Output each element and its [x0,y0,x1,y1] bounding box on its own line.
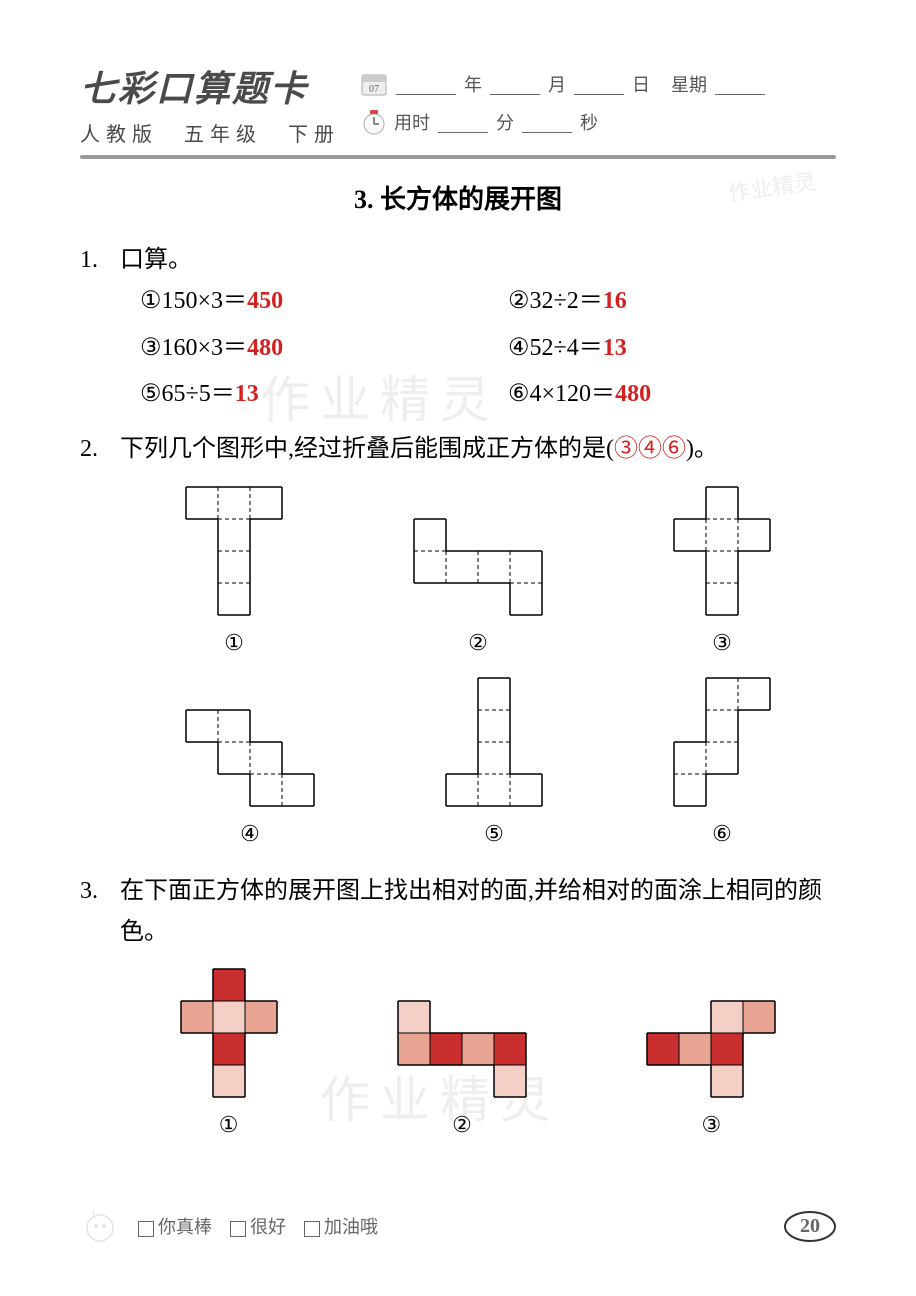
colored-net: ② [397,1000,527,1143]
shapes-row-1: ①②③ [120,486,836,661]
calc-item: ⑤65÷5＝13 [140,374,468,415]
net-shape: ② [413,518,543,661]
q3-prompt: 在下面正方体的展开图上找出相对的面,并给相对的面涂上相同的颜色。 [120,871,836,953]
section-title: 3. 长方体的展开图 [80,179,836,216]
mascot-icon [80,1206,120,1246]
calc-item: ②32÷2＝16 [508,281,836,322]
question-1: 1. 口算。 ①150×3＝450②32÷2＝16③160×3＝480④52÷4… [80,240,836,415]
calc-item: ①150×3＝450 [140,281,468,322]
net-shape: ① [185,486,283,661]
date-row: 07 年 月 日 星期 [360,70,836,98]
brand-title: 七彩口算题卡 [80,60,340,112]
calc-item: ④52÷4＝13 [508,328,836,369]
page-footer: 你真棒很好加油哦 20 [80,1206,836,1246]
net-shape: ⑥ [673,677,771,852]
calc-grid: ①150×3＝450 ②32÷2＝16 ③160×3＝480 ④52÷4＝13 ⑤65÷… [120,281,836,415]
time-row: 用时 分 秒 [360,108,836,136]
calc-item: ⑥4×120＝480 [508,374,836,415]
question-3: 3. 在下面正方体的展开图上找出相对的面,并给相对的面涂上相同的颜色。 ①②③ [80,871,836,1148]
edition-label: 人教版 五年级 下册 [80,118,340,147]
q2-answer: ③④⑥ [614,436,686,462]
svg-text:07: 07 [369,84,379,95]
calendar-icon: 07 [360,70,388,98]
footer-options: 你真棒很好加油哦 [138,1213,396,1239]
colored-net: ① [180,968,278,1143]
net-shape: ③ [673,486,771,661]
q1-prompt: 口算。 [120,240,836,281]
page-number: 20 [784,1211,836,1242]
calc-item: ③160×3＝480 [140,328,468,369]
shapes-row-2: ④⑤⑥ [120,677,836,852]
question-2: 2. 下列几个图形中,经过折叠后能围成正方体的是(③④⑥)。 ①②③ ④⑤⑥ [80,429,836,857]
nets-row: ①②③ [120,968,836,1143]
q2-prompt: 下列几个图形中,经过折叠后能围成正方体的是(③④⑥)。 [120,429,836,470]
net-shape: ⑤ [445,677,543,852]
clock-icon [360,108,388,136]
header-divider [80,155,836,159]
page-header: 七彩口算题卡 人教版 五年级 下册 07 年 月 日 星期 [80,60,836,147]
colored-net: ③ [646,1000,776,1143]
net-shape: ④ [185,709,315,852]
